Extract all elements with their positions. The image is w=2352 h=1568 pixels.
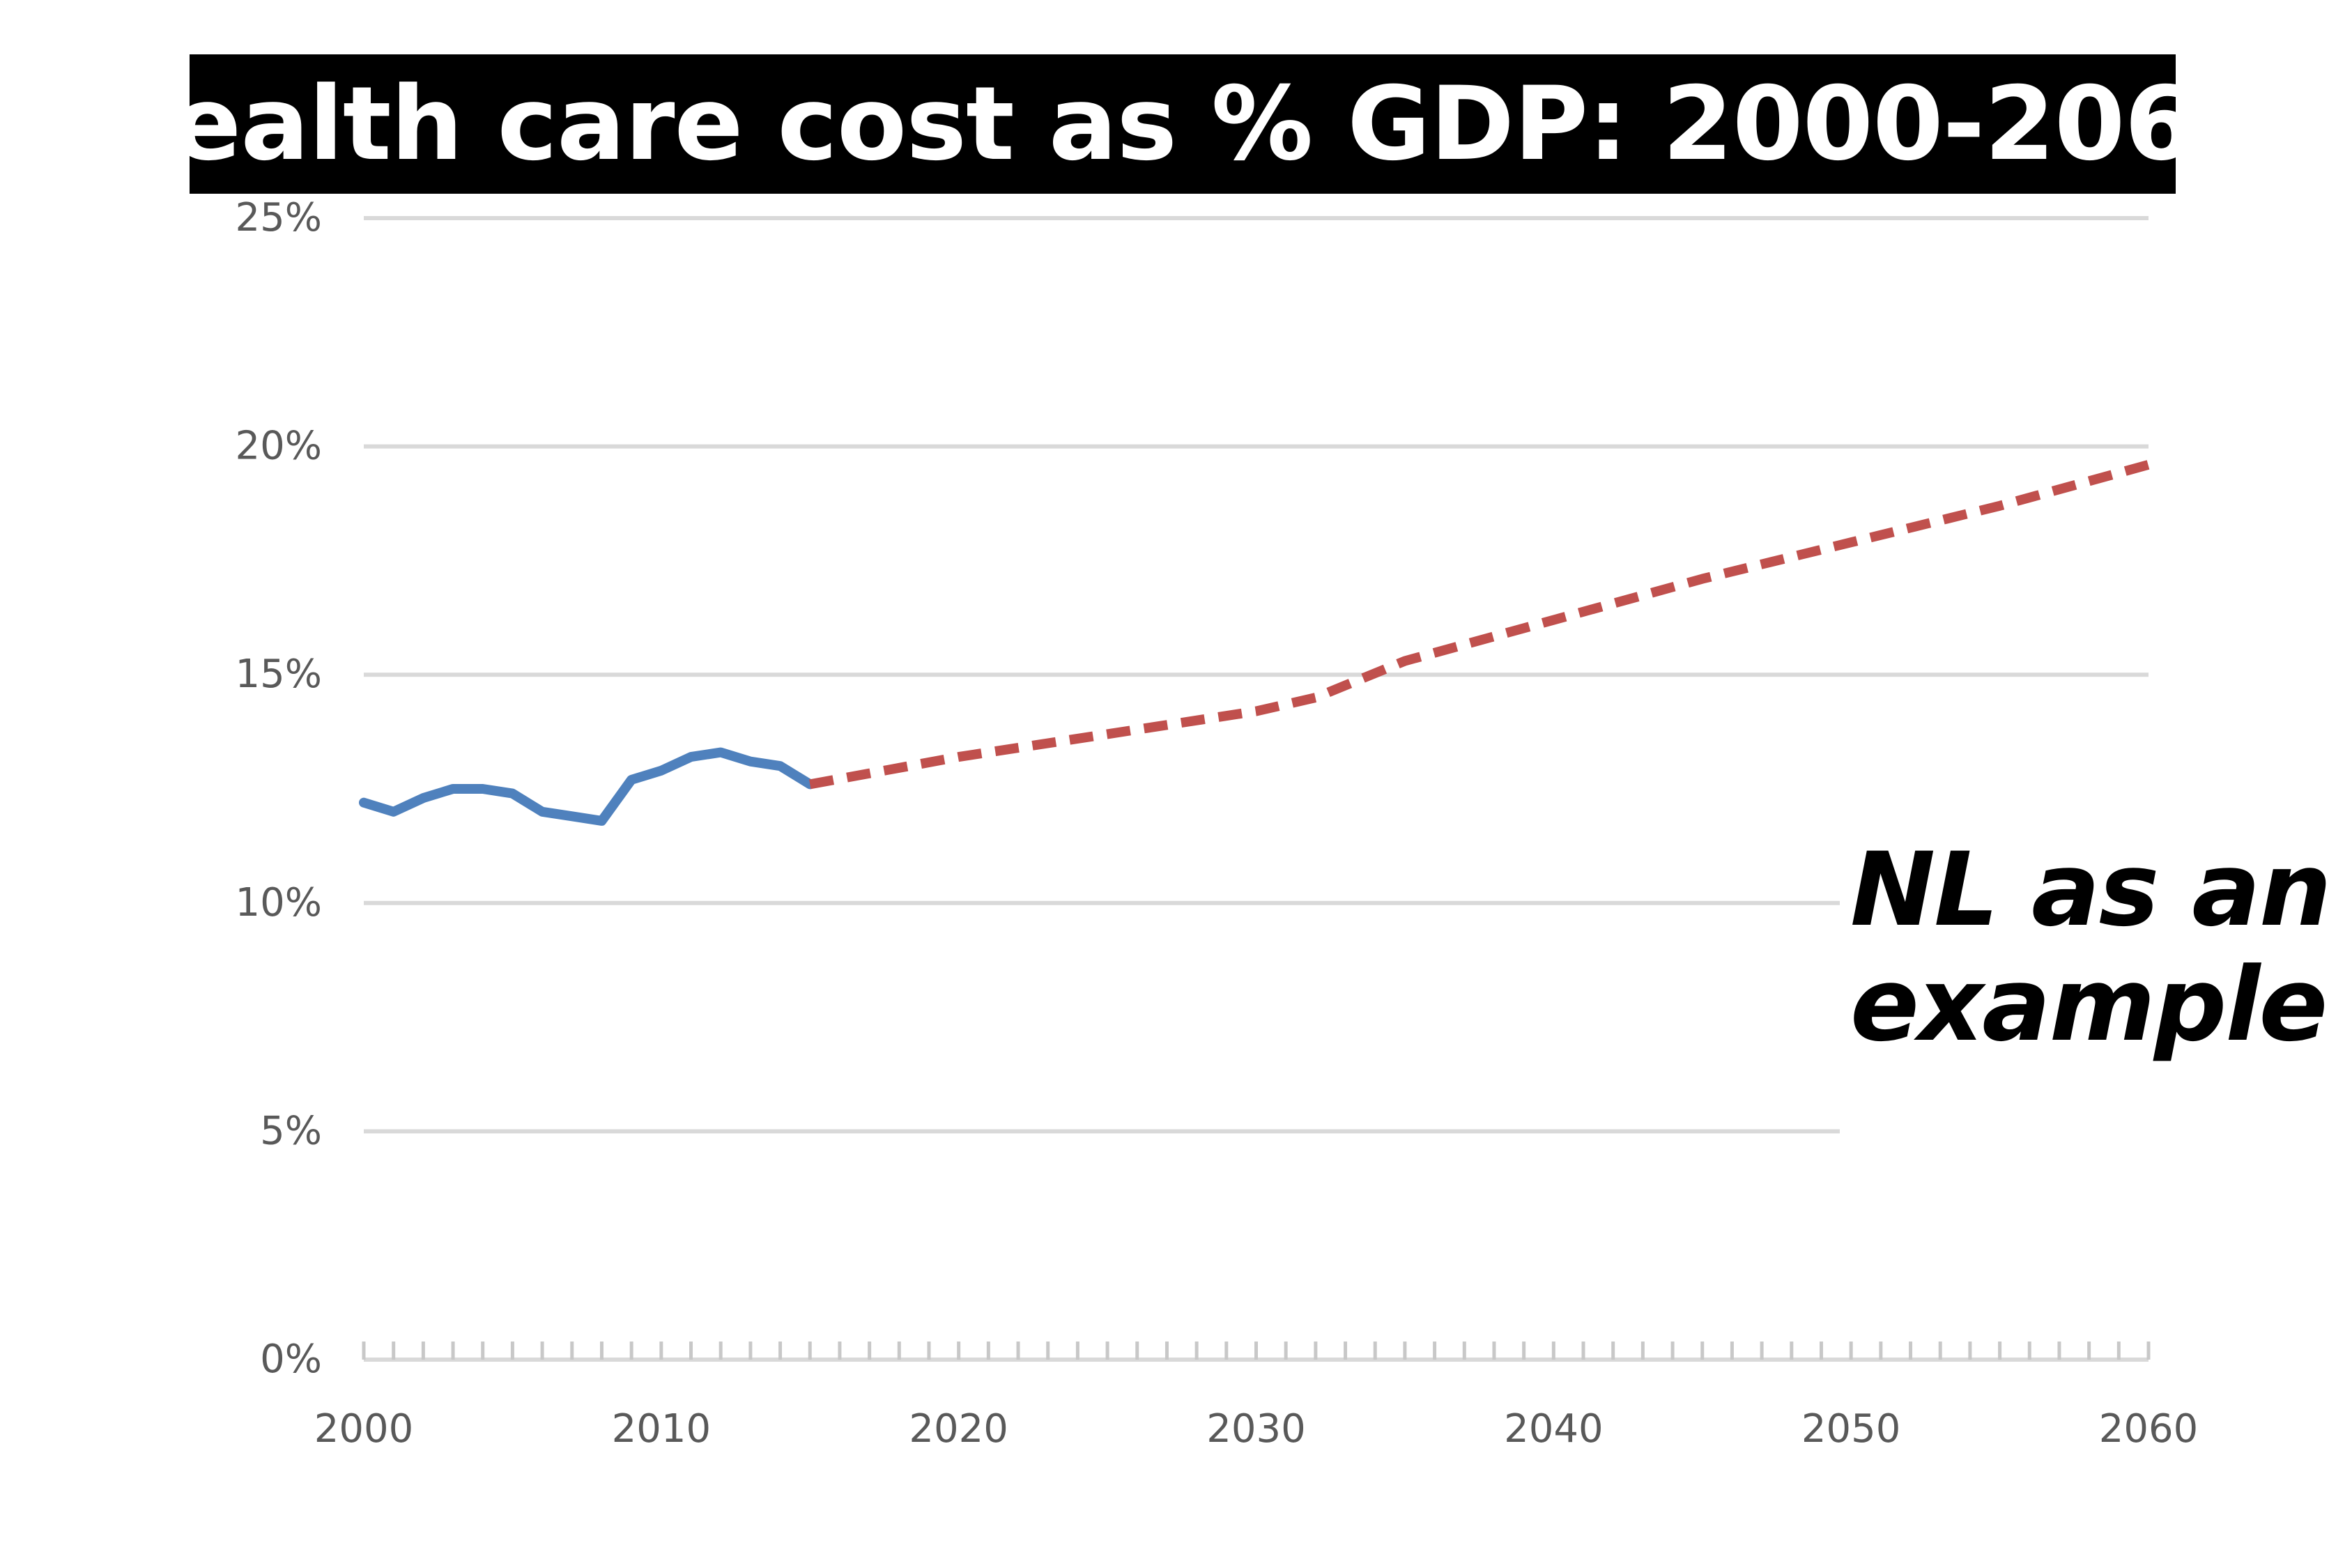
x-tick-label: 2020 — [909, 1406, 1008, 1452]
series-lines — [359, 460, 2150, 826]
x-tick-label: 2060 — [2099, 1406, 2199, 1452]
series-line-projection — [809, 460, 2150, 790]
y-tick-label: 5% — [260, 1108, 322, 1153]
y-tick-label: 20% — [236, 424, 322, 469]
y-tick-label: 0% — [260, 1337, 322, 1382]
x-tick-label: 2030 — [1206, 1406, 1306, 1452]
x-tick-label: 2050 — [1801, 1406, 1901, 1452]
series-line-historical — [359, 747, 815, 826]
chart-title: health care cost as % GDP: 2000-2060 — [100, 54, 2266, 194]
x-axis-tick-labels: 2000 2010 2020 2030 2040 2050 2060 — [314, 1406, 2199, 1452]
x-axis — [362, 1342, 2151, 1362]
gridlines — [364, 216, 2149, 1134]
annotation-text: NL as an example — [1850, 831, 2332, 1064]
y-tick-label: 15% — [236, 652, 322, 697]
x-tick-label: 2010 — [612, 1406, 712, 1452]
x-tick-label: 2000 — [314, 1406, 414, 1452]
y-tick-label: 25% — [236, 195, 322, 240]
x-tick-label: 2040 — [1504, 1406, 1604, 1452]
y-tick-label: 10% — [236, 880, 322, 925]
y-axis-tick-labels: 0% 5% 10% 15% 20% 25% — [236, 195, 322, 1382]
